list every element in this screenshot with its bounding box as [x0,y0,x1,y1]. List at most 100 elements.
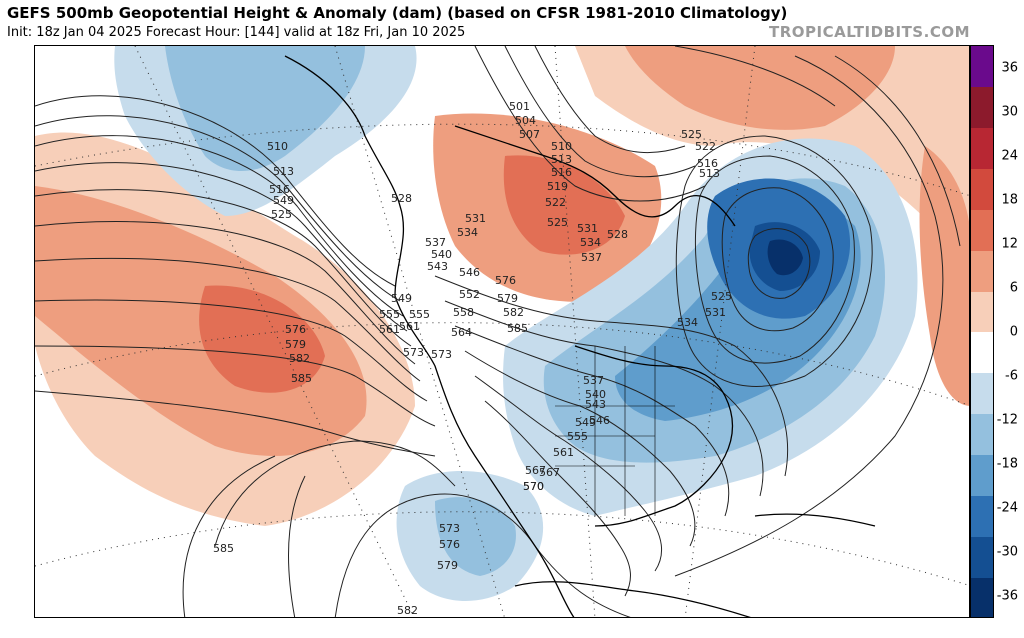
colorbar-segment [971,332,993,374]
colorbar-segment [971,86,993,128]
contour-label: 552 [459,288,480,301]
colorbar-tick-label: -30 [996,544,1018,560]
positive-anomaly-east [919,146,969,406]
contour-label: 525 [711,290,732,303]
colorbar [970,45,994,618]
contour-label: 513 [699,167,720,180]
contour-label: 573 [431,348,452,361]
colorbar-tick-label: -24 [996,500,1018,516]
contour-label: 501 [509,100,530,113]
contour-label: 540 [585,388,606,401]
contour-label: 573 [439,522,460,535]
contour-label: 519 [547,180,568,193]
contour-label: 582 [397,604,418,617]
negative-anomaly-mexico-mid [435,497,516,576]
contour-label: 516 [551,166,572,179]
contour-label: 504 [515,114,536,127]
map-title: GEFS 500mb Geopotential Height & Anomaly… [7,4,788,22]
contour-label: 576 [495,274,516,287]
contour-label: 579 [437,559,458,572]
colorbar-segment [971,414,993,456]
colorbar-segment [971,209,993,251]
contour-label: 516 [697,157,718,170]
contour-label: 546 [589,414,610,427]
contour-label: 549 [391,292,412,305]
contour-label: 585 [291,372,312,385]
contour-label: 579 [497,292,518,305]
colorbar-tick-label: 18 [1001,192,1018,208]
contour-label: 549 [273,194,294,207]
contour-label-group: 510 513 516 549 525 528 531 534 537 540 … [213,100,732,617]
contour-label: 564 [451,326,472,339]
colorbar-labels: 36 30 24 18 12 6 0 -6 -12 -18 -24 -30 -3… [996,45,1024,618]
colorbar-segment [971,250,993,292]
contour-label: 567 [539,466,560,479]
contour-label: 516 [269,183,290,196]
positive-anomaly-greenland-mid [625,46,895,130]
contour-label: 567 [525,464,546,477]
contour-label: 549 [575,416,596,429]
contour-label: 555 [409,308,430,321]
contour-label: 576 [439,538,460,551]
contour-label: 531 [705,306,726,319]
positive-anomaly-canada-core [503,155,625,255]
colorbar-segment [971,46,993,87]
map-canvas: 510 513 516 549 525 528 531 534 537 540 … [35,46,969,617]
colorbar-tick-label: 12 [1001,236,1018,252]
colorbar-tick-label: -6 [1005,368,1018,384]
colorbar-segment [971,496,993,538]
contour-label: 534 [677,316,698,329]
contour-label: 561 [379,323,400,336]
map-subtitle: Init: 18z Jan 04 2025 Forecast Hour: [14… [7,25,466,40]
contour-label: 582 [503,306,524,319]
colorbar-tick-label: -18 [996,456,1018,472]
anomaly-map: 510 513 516 549 525 528 531 534 537 540 … [34,45,970,618]
contour-label: 513 [551,153,572,166]
height-contours [35,46,961,617]
contour-label: 540 [431,248,452,261]
graticule [35,46,969,617]
contour-label: 543 [585,398,606,411]
contour-label: 561 [399,320,420,333]
contour-label: 543 [427,260,448,273]
contour-label: 528 [391,192,412,205]
contour-label: 513 [273,165,294,178]
contour-label: 546 [459,266,480,279]
colorbar-segment [971,537,993,578]
positive-anomaly-pacific-core [199,285,325,393]
colorbar-tick-label: -12 [996,412,1018,428]
contour-label: 585 [507,322,528,335]
colorbar-tick-label: 6 [1009,280,1018,296]
contour-label: 555 [567,430,588,443]
colorbar-segment [971,291,993,333]
colorbar-tick-label: 30 [1001,104,1018,120]
negative-anomaly-alaska-mid [165,46,365,171]
brand-watermark: TROPICALTIDBITS.COM [769,23,970,41]
contour-label: 582 [289,352,310,365]
colorbar-segment [971,455,993,497]
contour-label: 555 [379,308,400,321]
contour-label: 522 [545,196,566,209]
contour-label: 558 [453,306,474,319]
negative-anomaly-center [767,239,803,276]
contour-label: 579 [285,338,306,351]
colorbar-segment [971,577,993,617]
contour-label: 522 [695,140,716,153]
positive-anomaly-greenland [575,46,969,264]
contour-label: 531 [465,212,486,225]
contour-label: 528 [607,228,628,241]
contour-label: 510 [267,140,288,153]
contour-label: 561 [553,446,574,459]
colorbar-tick-label: -36 [996,588,1018,604]
contour-label: 570 [523,480,544,493]
contour-label: 537 [425,236,446,249]
colorbar-segment [971,373,993,415]
contour-label: 585 [213,542,234,555]
contour-label: 576 [285,323,306,336]
contour-label: 531 [577,222,598,235]
contour-label: 510 [551,140,572,153]
colorbar-tick-label: 24 [1001,148,1018,164]
contour-label: 534 [457,226,478,239]
contour-label: 525 [681,128,702,141]
colorbar-segment [971,127,993,169]
